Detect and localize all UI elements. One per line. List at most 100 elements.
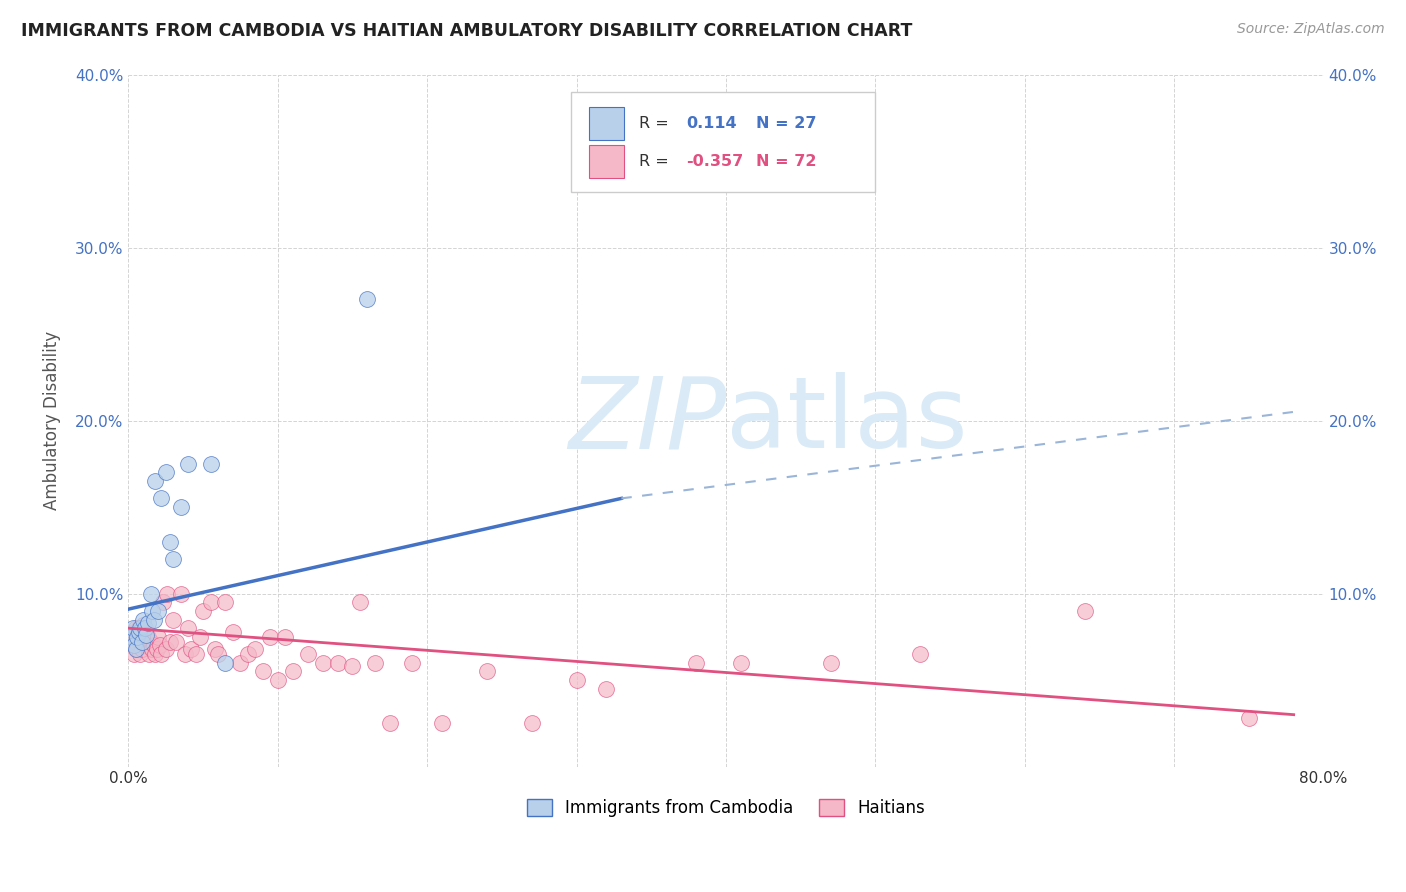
Point bbox=[135, 639, 157, 653]
Point bbox=[142, 639, 165, 653]
Point bbox=[149, 639, 172, 653]
Point bbox=[188, 630, 211, 644]
Text: atlas: atlas bbox=[725, 372, 967, 469]
Point bbox=[156, 586, 179, 600]
Point bbox=[138, 647, 160, 661]
Point bbox=[180, 641, 202, 656]
Point bbox=[252, 665, 274, 679]
Point bbox=[148, 630, 170, 644]
Point bbox=[128, 630, 150, 644]
Bar bbox=[589, 145, 624, 178]
Point bbox=[281, 665, 304, 679]
Point bbox=[128, 621, 150, 635]
Point bbox=[245, 641, 267, 656]
Point bbox=[311, 656, 333, 670]
Point bbox=[142, 613, 165, 627]
Point bbox=[124, 647, 146, 661]
Point bbox=[177, 457, 200, 471]
Point bbox=[908, 647, 931, 661]
Point bbox=[356, 293, 378, 307]
Point bbox=[184, 647, 207, 661]
Point bbox=[125, 621, 148, 635]
Point bbox=[131, 624, 153, 639]
Point bbox=[565, 673, 588, 687]
Point bbox=[222, 624, 245, 639]
Point bbox=[820, 656, 842, 670]
Text: N = 27: N = 27 bbox=[756, 116, 817, 131]
Point bbox=[132, 617, 155, 632]
Point bbox=[145, 641, 167, 656]
Text: -0.357: -0.357 bbox=[686, 154, 744, 169]
Point bbox=[136, 615, 159, 630]
Point bbox=[162, 613, 184, 627]
Point bbox=[132, 635, 155, 649]
Point bbox=[229, 656, 252, 670]
Point bbox=[124, 624, 146, 639]
Point bbox=[143, 474, 166, 488]
Point bbox=[152, 595, 174, 609]
Point bbox=[730, 656, 752, 670]
Point bbox=[236, 647, 259, 661]
Point bbox=[141, 604, 163, 618]
Point bbox=[1073, 604, 1095, 618]
Text: R =: R = bbox=[638, 154, 673, 169]
Point bbox=[430, 716, 453, 731]
Point bbox=[342, 659, 364, 673]
Point bbox=[136, 630, 159, 644]
Point bbox=[595, 681, 617, 696]
Point bbox=[150, 491, 173, 506]
Y-axis label: Ambulatory Disability: Ambulatory Disability bbox=[44, 331, 60, 510]
Text: 0.114: 0.114 bbox=[686, 116, 737, 131]
Point bbox=[204, 641, 226, 656]
Point bbox=[129, 621, 152, 635]
Point bbox=[475, 665, 498, 679]
Point bbox=[139, 586, 162, 600]
Point bbox=[200, 595, 222, 609]
Point bbox=[131, 635, 153, 649]
Text: IMMIGRANTS FROM CAMBODIA VS HAITIAN AMBULATORY DISABILITY CORRELATION CHART: IMMIGRANTS FROM CAMBODIA VS HAITIAN AMBU… bbox=[21, 22, 912, 40]
Point bbox=[125, 635, 148, 649]
Point bbox=[128, 624, 150, 639]
Point bbox=[177, 621, 200, 635]
Point bbox=[139, 635, 162, 649]
Point bbox=[127, 641, 149, 656]
Point bbox=[1237, 711, 1260, 725]
Point bbox=[148, 604, 170, 618]
Point bbox=[378, 716, 401, 731]
Point bbox=[326, 656, 349, 670]
Point bbox=[129, 647, 152, 661]
Point bbox=[134, 621, 156, 635]
Point bbox=[129, 635, 152, 649]
Point bbox=[401, 656, 423, 670]
Text: R =: R = bbox=[638, 116, 673, 131]
Point bbox=[685, 656, 707, 670]
Point bbox=[141, 641, 163, 656]
Point bbox=[274, 630, 297, 644]
Point bbox=[155, 641, 177, 656]
Point bbox=[127, 630, 149, 644]
Point bbox=[155, 466, 177, 480]
Point bbox=[143, 647, 166, 661]
Point bbox=[134, 630, 156, 644]
Text: Source: ZipAtlas.com: Source: ZipAtlas.com bbox=[1237, 22, 1385, 37]
Text: ZIP: ZIP bbox=[568, 372, 725, 469]
Point bbox=[169, 586, 191, 600]
Point bbox=[200, 457, 222, 471]
Bar bbox=[589, 107, 624, 140]
Point bbox=[165, 635, 187, 649]
Point bbox=[159, 534, 181, 549]
Point bbox=[267, 673, 290, 687]
Point bbox=[124, 639, 146, 653]
Point bbox=[191, 604, 214, 618]
Point bbox=[150, 647, 173, 661]
Point bbox=[364, 656, 387, 670]
Point bbox=[159, 635, 181, 649]
Point bbox=[520, 716, 543, 731]
Point bbox=[121, 639, 143, 653]
Point bbox=[214, 656, 236, 670]
Point bbox=[297, 647, 319, 661]
Point bbox=[169, 500, 191, 514]
Point bbox=[349, 595, 371, 609]
FancyBboxPatch shape bbox=[571, 92, 876, 192]
Point bbox=[174, 647, 197, 661]
